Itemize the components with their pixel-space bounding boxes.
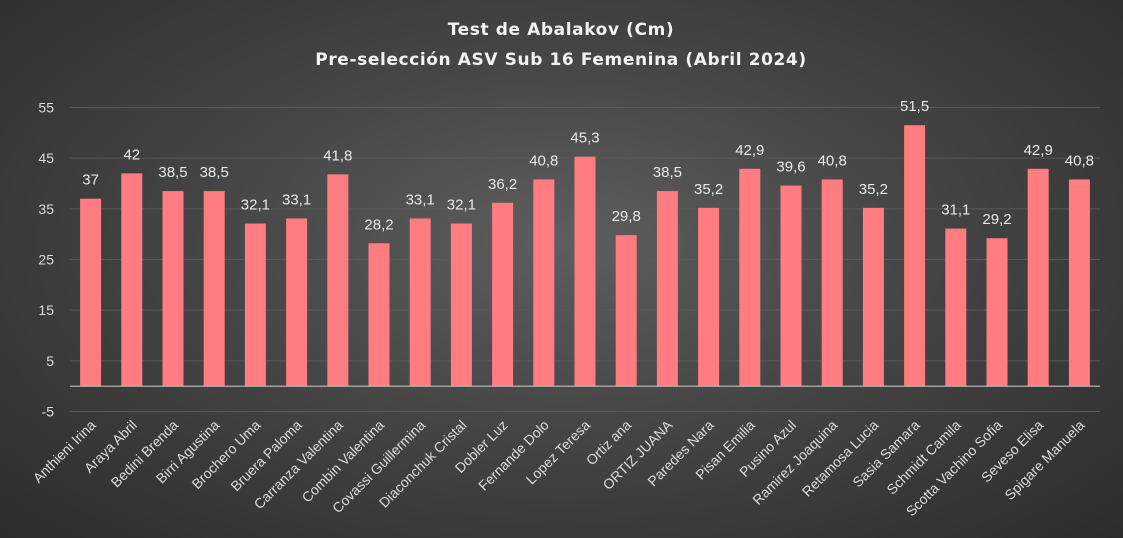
bar	[327, 174, 349, 387]
bar	[862, 207, 884, 387]
bar	[739, 168, 761, 387]
data-label: 32,1	[241, 197, 270, 214]
data-label: 42	[123, 146, 140, 163]
chart-title: Test de Abalakov (Cm)	[448, 20, 675, 40]
bar	[533, 179, 555, 387]
data-label: 37	[82, 172, 99, 189]
bar	[904, 125, 926, 387]
bar	[492, 202, 514, 387]
y-tick-label: 55	[38, 100, 54, 116]
bar	[450, 223, 472, 387]
data-label: 36,2	[488, 176, 517, 193]
bar	[821, 179, 843, 387]
y-tick-label: 45	[38, 150, 54, 166]
data-label: 29,8	[612, 208, 641, 225]
category-label: Bruera Paloma	[227, 417, 304, 494]
data-label: 33,1	[406, 191, 435, 208]
data-label: 33,1	[282, 191, 311, 208]
data-label: 40,8	[1065, 152, 1094, 169]
data-label: 35,2	[694, 181, 723, 198]
bar	[1027, 168, 1049, 387]
bar	[656, 191, 678, 387]
bars	[80, 125, 1090, 387]
y-tick-label: 35	[38, 201, 54, 217]
data-label: 35,2	[859, 181, 888, 198]
chart-subtitle: Pre-selección ASV Sub 16 Femenina (Abril…	[315, 50, 806, 70]
category-label: Schmidt Camila	[883, 417, 964, 498]
data-label: 28,2	[364, 216, 393, 233]
y-tick-label: 15	[38, 302, 54, 318]
bar	[698, 207, 720, 387]
bar	[574, 156, 596, 387]
data-label: 39,6	[776, 159, 805, 176]
data-label: 51,5	[900, 98, 929, 115]
data-label: 40,8	[818, 152, 847, 169]
bar	[80, 198, 102, 387]
data-label: 38,5	[653, 164, 682, 181]
data-label: 40,8	[529, 152, 558, 169]
y-tick-label: 5	[46, 353, 54, 369]
bar	[121, 173, 143, 387]
data-label: 45,3	[570, 130, 599, 147]
bar	[780, 185, 802, 387]
y-tick-label: -5	[42, 404, 55, 420]
bar	[368, 243, 390, 387]
bar	[162, 191, 184, 387]
data-label: 41,8	[323, 147, 352, 164]
data-label: 42,9	[1024, 142, 1053, 159]
category-label: Anthieni Irina	[30, 417, 99, 486]
bar	[615, 235, 637, 387]
bar	[945, 228, 967, 387]
bar	[286, 218, 308, 387]
bar	[1068, 179, 1090, 387]
data-label: 31,1	[941, 202, 970, 219]
y-tick-label: 25	[38, 252, 54, 268]
y-axis-ticks: -5 5 15 25 35 45 55	[38, 100, 54, 420]
data-label: 38,5	[200, 164, 229, 181]
bar	[244, 223, 266, 387]
data-label: 29,2	[982, 211, 1011, 228]
data-labels: 37 42 38,5 38,5 32,1 33,1 41,8 28,2 33,1 32,1 36,2…	[82, 98, 1094, 233]
data-label: 32,1	[447, 197, 476, 214]
bar	[203, 191, 225, 387]
bar	[986, 238, 1008, 387]
data-label: 42,9	[735, 142, 764, 159]
bar	[409, 218, 431, 387]
data-label: 38,5	[158, 164, 187, 181]
